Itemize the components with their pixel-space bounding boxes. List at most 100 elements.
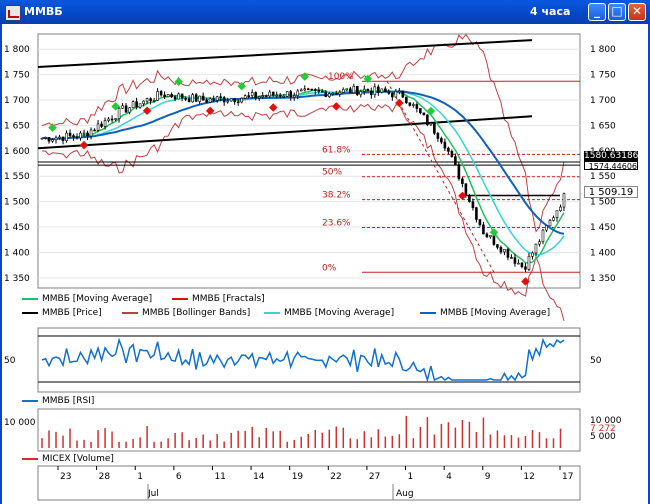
candle-body <box>299 89 303 92</box>
candle-body <box>170 94 173 98</box>
fibo-level-label: 100% <box>328 72 354 82</box>
candle-body <box>422 112 426 116</box>
candle-body <box>114 118 117 120</box>
candle-body <box>121 105 124 109</box>
y-tick-label-right: 1 450 <box>590 223 616 233</box>
candle-body <box>110 118 114 121</box>
minimize-button[interactable]: _ <box>588 3 606 21</box>
candle-body <box>292 95 296 98</box>
candle-body <box>257 96 261 99</box>
candle-body <box>180 93 184 99</box>
fractal-up-marker <box>300 72 309 81</box>
legend-swatch <box>22 400 38 402</box>
candle-body <box>93 129 96 132</box>
legend-item[interactable]: MICEX [Volume] <box>22 454 114 464</box>
y-tick-label-right: 1 800 <box>590 45 616 55</box>
candle-body <box>135 101 138 108</box>
candle-body <box>107 118 110 121</box>
candle-body <box>548 220 552 227</box>
legend-item[interactable]: ММВБ [Moving Average] <box>264 308 394 318</box>
candle-body <box>250 92 254 96</box>
y-tick-label-left: 1 700 <box>4 96 30 106</box>
rsi-line <box>41 337 565 383</box>
legend-item[interactable]: ММВБ [Price] <box>22 308 102 318</box>
candle-body <box>327 93 331 97</box>
legend-swatch <box>22 298 38 300</box>
candle-body <box>485 233 489 238</box>
maximize-button[interactable]: □ <box>608 3 626 21</box>
fractal-down-marker <box>79 140 89 150</box>
candle-body <box>222 97 226 103</box>
legend-swatch <box>420 312 436 314</box>
y-tick-label-right: 1 650 <box>590 121 616 131</box>
candle-body <box>205 99 208 103</box>
legend-label: ММВБ [Moving Average] <box>284 308 395 318</box>
candle-body <box>324 91 328 97</box>
candle-body <box>520 262 524 268</box>
candle-body <box>545 225 548 231</box>
chart-canvas[interactable]: 100% 61.8% 50% 38.2% 23.6% 0% 1 800 1 800 1 750… <box>2 24 648 504</box>
legend-item[interactable]: ММВБ [Moving Average] <box>22 294 152 304</box>
candle-body <box>345 88 349 91</box>
legend-label: ММВБ [Moving Average] <box>42 294 153 304</box>
candle-body <box>282 96 286 98</box>
candle-body <box>313 89 317 91</box>
candle-body <box>552 217 555 221</box>
fibo-level-label: 61.8% <box>322 145 351 155</box>
x-day-label: 12 <box>523 472 534 482</box>
x-day-label: 22 <box>330 472 341 482</box>
legend-label: ММВБ [RSI] <box>42 396 95 406</box>
candle-body <box>100 123 103 127</box>
y-tick-label-left: 1 600 <box>4 147 30 157</box>
y-tick-label-right: 1 750 <box>590 71 616 81</box>
legend-item[interactable]: ММВБ [Fractals] <box>172 294 265 304</box>
candle-body <box>198 95 201 102</box>
candle-body <box>391 93 394 98</box>
legend-swatch <box>264 312 280 314</box>
candle-body <box>475 207 478 220</box>
candle-body <box>79 132 82 139</box>
candle-body <box>142 100 145 105</box>
candle-body <box>359 91 363 96</box>
candle-body <box>145 98 149 102</box>
x-month-label: Aug <box>396 489 414 499</box>
candle-body <box>352 86 356 94</box>
y-tick-label-right: 1 500 <box>590 198 616 208</box>
candle-body <box>82 132 86 135</box>
candle-body <box>247 95 250 97</box>
candle-body <box>380 88 384 93</box>
candle-body <box>496 244 499 248</box>
price-label-box-1: 1580.63186 <box>584 151 638 161</box>
candle-body <box>65 132 68 141</box>
candle-body <box>187 98 191 103</box>
candle-body <box>517 262 520 265</box>
legend-item[interactable]: ММВБ [Moving Average] <box>420 308 550 318</box>
candle-body <box>131 101 135 109</box>
candle-body <box>233 98 236 103</box>
candle-body <box>296 90 300 96</box>
legend-item[interactable]: ММВБ [RSI] <box>22 396 94 406</box>
candle-body <box>363 88 366 92</box>
candle-body <box>447 147 450 152</box>
x-day-label: 1 <box>137 472 143 482</box>
candle-body <box>384 88 387 93</box>
candle-body <box>454 156 457 165</box>
candle-body <box>503 249 506 253</box>
candle-body <box>149 98 152 102</box>
x-day-label: 28 <box>99 472 111 482</box>
y-tick-label-left: 1 550 <box>4 172 30 182</box>
candle-body <box>103 120 107 127</box>
channel-lines <box>37 39 580 197</box>
volume-tick-right-1: 10 000 <box>590 416 622 426</box>
candle-body <box>226 100 229 103</box>
legend-item[interactable]: ММВБ [Bollinger Bands] <box>122 308 250 318</box>
candle-body <box>184 97 187 100</box>
close-button[interactable]: ✕ <box>628 3 646 21</box>
legend-swatch <box>122 312 138 314</box>
title-bar[interactable]: ММВБ 4 часа _ □ ✕ <box>0 0 650 24</box>
y-tick-label-left: 1 650 <box>4 121 30 131</box>
candle-body <box>468 195 471 202</box>
fractal-up-marker <box>363 74 373 84</box>
fractal-up-marker <box>111 102 120 111</box>
candle-body <box>370 90 373 95</box>
